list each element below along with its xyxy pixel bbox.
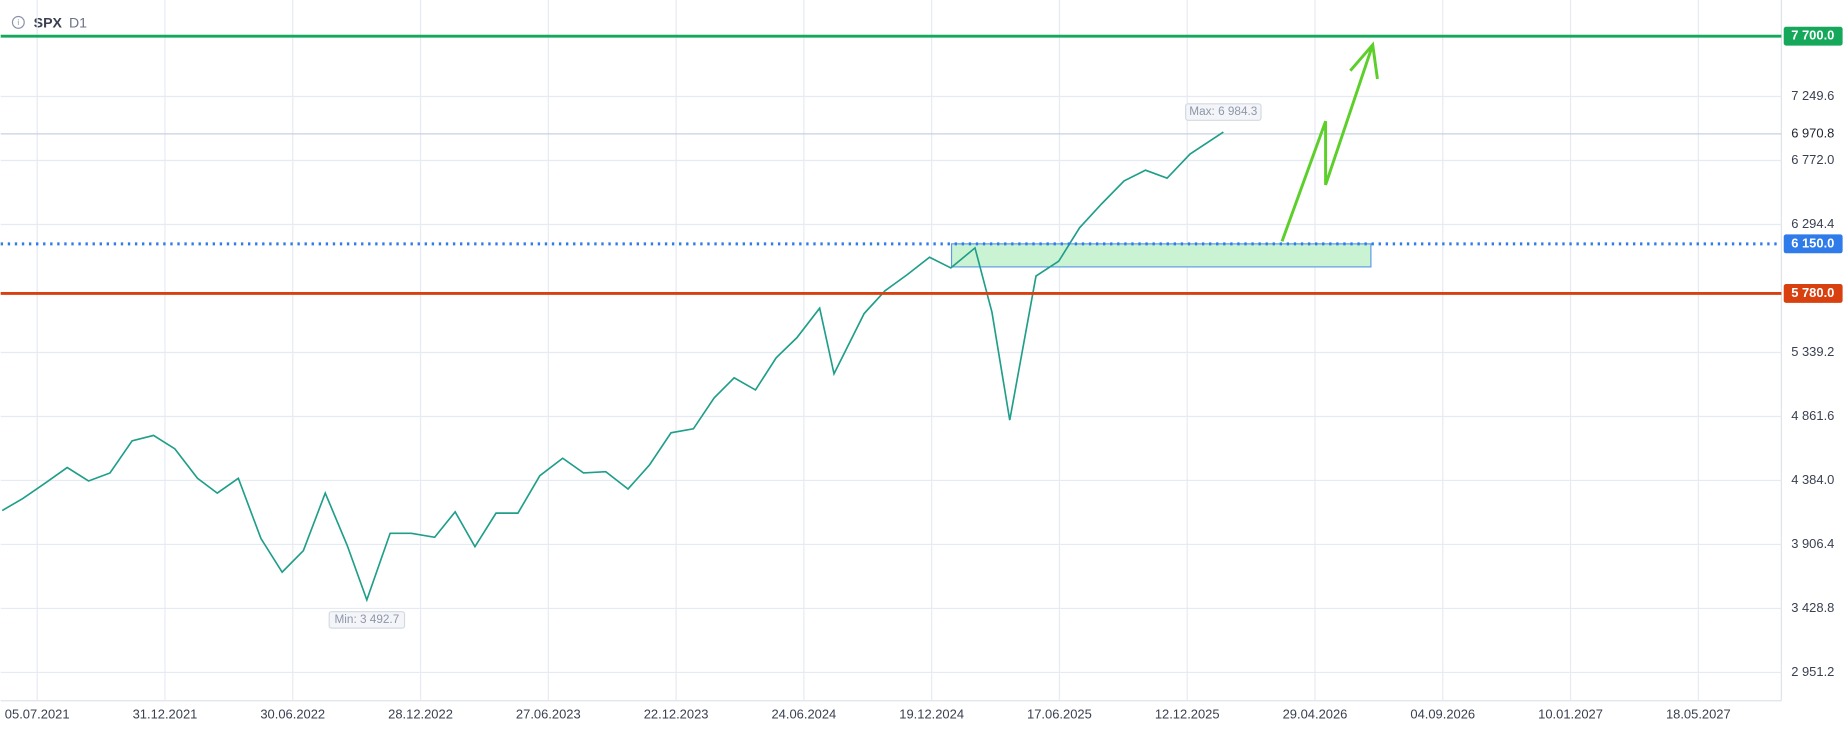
y-tick-label: 4 384.0 (1791, 472, 1834, 487)
y-tick-label: 3 906.4 (1791, 536, 1834, 551)
y-tick-label: 6 772.0 (1791, 152, 1834, 167)
level-label: 7 700.0 (1791, 28, 1834, 43)
x-tick-label: 10.01.2027 (1538, 706, 1603, 721)
x-tick-label: 24.06.2024 (771, 706, 836, 721)
x-tick-label: 29.04.2026 (1283, 706, 1348, 721)
annotation-box (328, 611, 406, 629)
level-label: 6 150.0 (1791, 235, 1834, 250)
x-tick-label: 31.12.2021 (133, 706, 198, 721)
y-tick-label: 2 951.2 (1791, 664, 1834, 679)
x-tick-label: 04.09.2026 (1410, 706, 1475, 721)
y-tick-label: 4 861.6 (1791, 408, 1834, 423)
arrow-path (1280, 44, 1375, 242)
level-badge (1783, 234, 1843, 254)
info-icon-glyph: i (17, 18, 19, 27)
x-tick-label: 18.05.2027 (1666, 706, 1731, 721)
level-badge (1783, 284, 1843, 303)
x-tick-label: 22.12.2023 (644, 706, 709, 721)
y-tick-label: 3 428.8 (1791, 600, 1834, 615)
annotation-label: Max: 6 984.3 (1189, 105, 1257, 118)
level-label: 5 780.0 (1791, 285, 1834, 300)
x-tick-label: 27.06.2023 (516, 706, 581, 721)
symbol: SPX (34, 14, 63, 30)
x-tick-label: 17.06.2025 (1027, 706, 1092, 721)
x-tick-label: 19.12.2024 (899, 706, 964, 721)
annotation-box (1185, 103, 1262, 121)
timeframe: D1 (69, 14, 87, 30)
forecast-arrow (1280, 41, 1379, 242)
x-tick-label: 05.07.2021 (5, 706, 70, 721)
level-badge (1783, 26, 1843, 46)
last-price-label: 6 970.8 (1791, 125, 1834, 140)
annotation-label: Min: 3 492.7 (334, 613, 399, 626)
x-tick-label: 12.12.2025 (1155, 706, 1220, 721)
x-tick-label: 28.12.2022 (388, 706, 453, 721)
y-tick-label: 5 339.2 (1791, 344, 1834, 359)
x-tick-label: 30.06.2022 (260, 706, 325, 721)
zone (950, 243, 1372, 268)
info-icon[interactable] (11, 15, 25, 29)
arrow-head (1349, 41, 1379, 80)
drawing-layer (0, 0, 1782, 701)
y-tick-label: 6 294.4 (1791, 216, 1834, 231)
price-line (1, 131, 1224, 603)
y-tick-label: 7 249.6 (1791, 88, 1834, 103)
